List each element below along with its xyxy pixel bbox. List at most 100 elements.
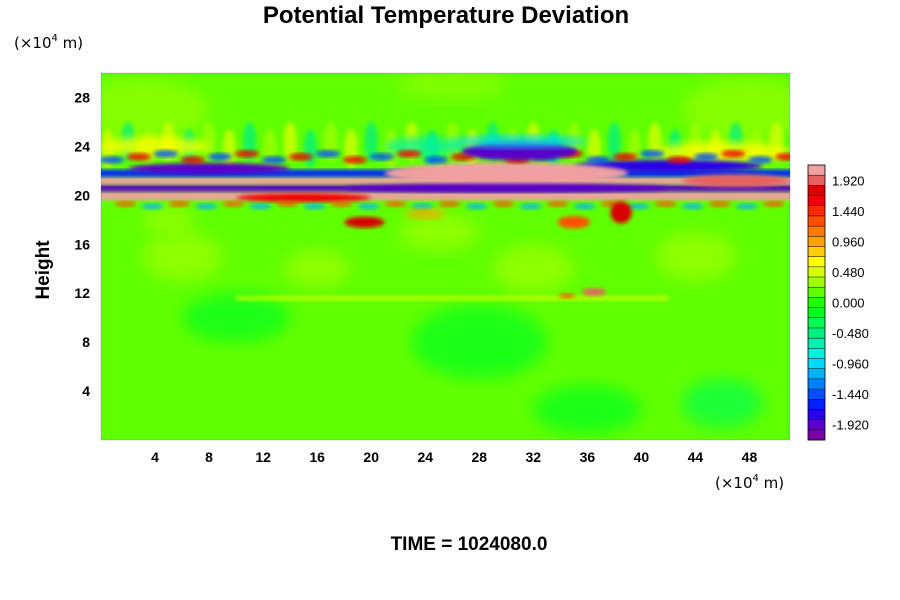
colorbar-swatch: [808, 195, 825, 207]
band-ripple: [249, 203, 272, 210]
band-ripple: [681, 203, 704, 210]
field-blob: [101, 136, 210, 157]
colorbar-swatch: [808, 368, 825, 380]
x-tick-label: 24: [417, 449, 433, 465]
band-ripple: [276, 200, 299, 207]
band-ripple: [613, 153, 638, 161]
colorbar-swatch: [808, 287, 825, 298]
band-ripple: [694, 153, 719, 161]
x-tick-labels: 4 8 12 16 20 24 28 32 36 40 44 48: [151, 449, 757, 465]
band-ripple: [288, 153, 314, 161]
plot-frame: [100, 72, 791, 441]
colorbar-tick-label: 0.960: [832, 234, 865, 249]
band-ripple: [126, 153, 151, 161]
field-blob: [384, 136, 466, 157]
band-ripple: [654, 200, 677, 207]
colorbar-swatch: [808, 215, 825, 227]
x-tick-label: 8: [205, 449, 213, 465]
colorbar: [807, 164, 826, 441]
y-tick-label: 20: [74, 187, 90, 203]
field-blob: [344, 183, 669, 193]
band-ripple: [114, 200, 137, 207]
x-tick-label: 28: [471, 449, 487, 465]
colorbar-swatch: [808, 378, 825, 390]
colorbar-tick-label: 1.440: [832, 204, 865, 219]
y-tick-label: 4: [82, 383, 90, 399]
colorbar-swatch: [808, 226, 825, 237]
field-blob: [452, 135, 588, 148]
positive-blob: [610, 201, 632, 224]
time-label: TIME = 1024080.0: [391, 534, 548, 555]
x-tick-label: 36: [580, 449, 596, 465]
chart-title: Potential Temperature Deviation: [263, 2, 629, 29]
band-ripple: [195, 203, 218, 210]
colorbar-tick-label: -0.960: [832, 357, 869, 372]
x-tick-label: 32: [526, 449, 542, 465]
band-ripple: [775, 153, 790, 161]
x-tick-label: 16: [309, 449, 325, 465]
y-tick-label: 16: [74, 236, 90, 252]
band-ripple: [153, 150, 179, 158]
band-ripple: [586, 156, 611, 164]
band-ripple: [180, 156, 206, 164]
field-blob: [398, 73, 507, 100]
band-ripple: [342, 156, 368, 164]
band-ripple: [748, 156, 773, 164]
colorbar-swatch: [808, 236, 825, 247]
tropopause-streak: [236, 295, 669, 301]
colorbar-swatch: [808, 266, 825, 278]
colorbar-tick-label: 0.480: [832, 265, 865, 280]
field-blob: [236, 193, 372, 203]
colorbar-tick-label: -0.480: [832, 326, 869, 341]
field-blob: [411, 305, 547, 379]
field-blob: [681, 174, 790, 187]
colorbar-swatch: [808, 419, 825, 431]
band-bulge: [384, 162, 628, 185]
colorbar-swatch: [808, 205, 825, 217]
y-tick-label: 8: [82, 334, 90, 350]
field-blob: [404, 208, 446, 219]
x-tick-label: 40: [634, 449, 650, 465]
colorbar-swatch: [808, 277, 825, 288]
field-blob: [182, 293, 291, 343]
band-ripple: [438, 200, 461, 207]
y-tick-label: 24: [74, 138, 90, 154]
band-ripple: [492, 200, 515, 207]
wave-streak: [364, 121, 378, 162]
colorbar-swatch: [808, 338, 825, 349]
band-ripple: [735, 203, 758, 210]
field-blob: [573, 159, 763, 173]
band-ripple: [369, 153, 395, 161]
y-tick-label: 12: [74, 285, 90, 301]
colorbar-swatch: [808, 246, 825, 257]
positive-blob: [557, 216, 591, 229]
band-ripple: [315, 150, 341, 158]
colorbar-tick-label: 0.000: [832, 296, 865, 311]
band-ripple: [519, 203, 542, 210]
field-blob: [533, 384, 642, 434]
band-ripple: [640, 150, 665, 158]
x-unit-label: (×104 m): [715, 473, 784, 492]
field-blob: [141, 207, 196, 233]
band-ripple: [234, 150, 260, 158]
band-ripple: [667, 156, 692, 164]
field-blob: [654, 232, 736, 281]
x-tick-label: 20: [363, 449, 379, 465]
field-blob: [398, 213, 480, 251]
colorbar-swatch: [808, 185, 825, 196]
field-blob: [492, 244, 574, 294]
positive-spot: [581, 288, 607, 296]
x-tick-label: 48: [742, 449, 758, 465]
field-blob: [587, 342, 696, 392]
band-ripple: [261, 156, 287, 164]
band-ripple: [411, 203, 434, 210]
colorbar-tick-label: -1.440: [832, 387, 869, 402]
field-blob: [681, 79, 790, 141]
band-positive-lower: [101, 191, 790, 201]
colorbar-swatch: [808, 175, 825, 186]
colorbar-swatch: [808, 307, 825, 319]
field-blob: [249, 354, 331, 404]
band-ripple: [207, 153, 233, 161]
y-axis-label: Height: [33, 240, 54, 300]
